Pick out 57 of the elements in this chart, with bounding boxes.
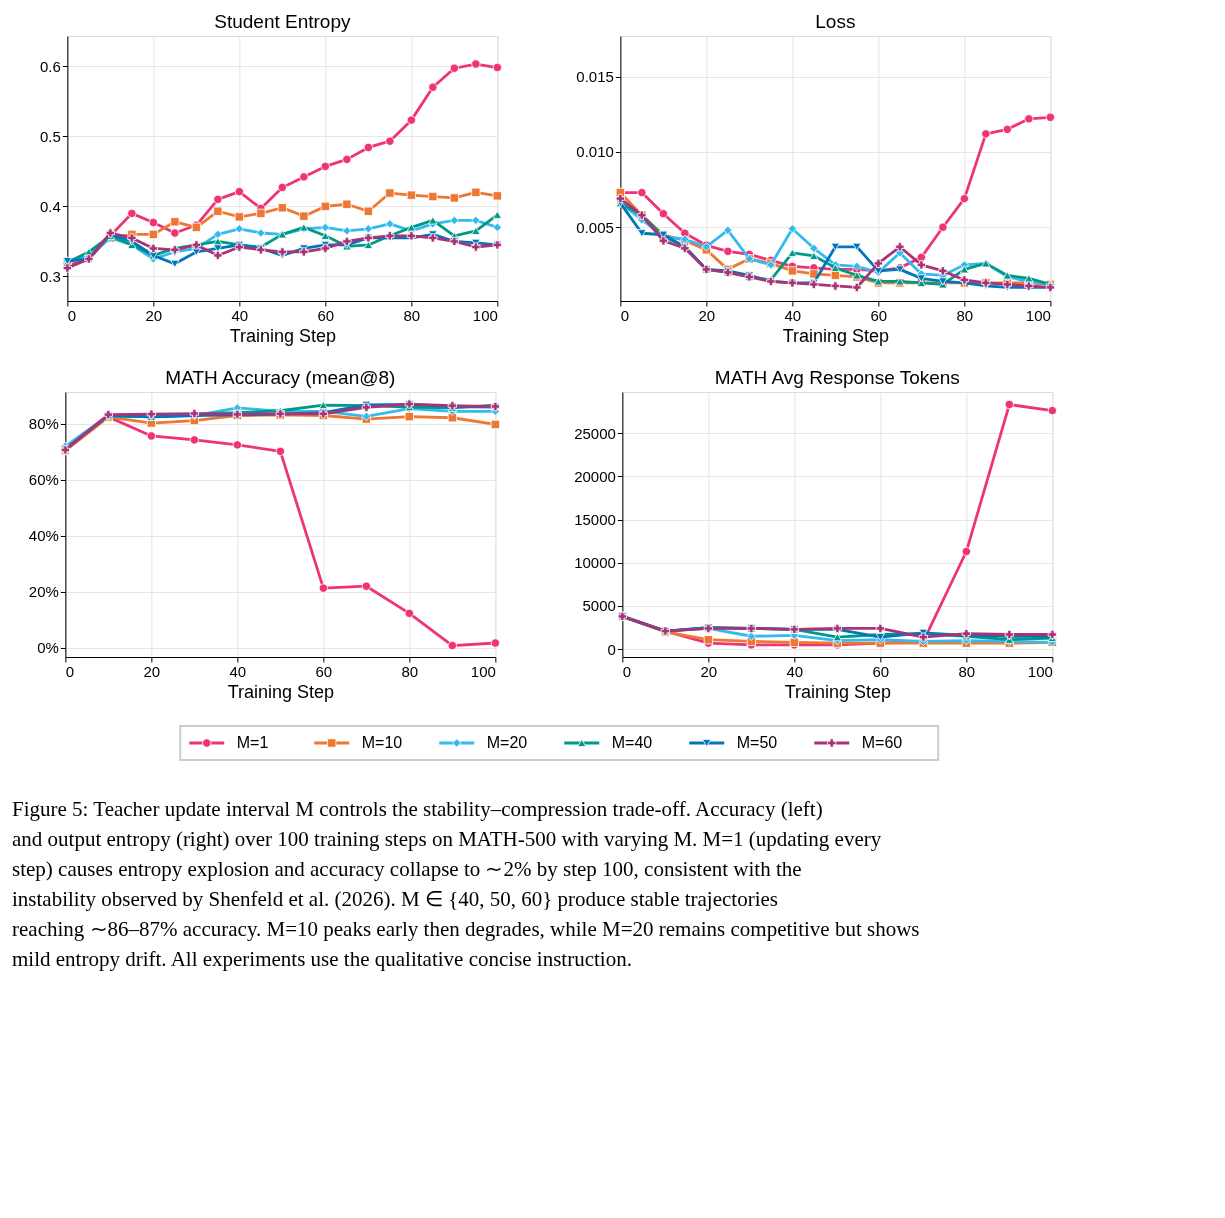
y-tick-label: 5000 [582, 597, 616, 615]
x-tick-label: 0 [620, 306, 630, 324]
y-tick-label: 40% [28, 527, 59, 545]
x-tick-label: 0 [65, 662, 75, 680]
y-tick-label: 0.005 [576, 218, 614, 236]
chart-title: MATH Accuracy (mean@8) [165, 367, 396, 388]
y-tick-label: 60% [28, 471, 59, 489]
x-axis-title: Training Step [784, 681, 892, 702]
x-tick-label: 60 [870, 306, 888, 324]
y-tick-label: 80% [28, 415, 59, 433]
caption: Figure 5: Teacher update interval M controls the stability–compression trade-off. Accuracy (left) and output entropy (right) over 100 training steps on MATH-500 with varying M. M=1 (updating every step) causes entropy explosion and accuracy collapse to ∼2% by step 100, consistent with the instability observed by Shenfeld et al. (2026). M ∈ {40, 50, 60} produce stable trajectories reaching ∼86–87% accuracy. M=10 peaks early then degrades, while M=20 remains competitive but shows mild entropy drift. All experiments use the qualitative concise instruction. [12, 797, 920, 971]
x-tick-label: 20 [698, 306, 716, 324]
x-tick-label: 60 [317, 306, 335, 324]
x-axis-title: Training Step [229, 325, 337, 346]
x-tick-label: 40 [786, 662, 804, 680]
x-tick-label: 20 [143, 662, 161, 680]
y-tick-label: 15000 [574, 511, 616, 529]
x-tick-label: 80 [401, 662, 419, 680]
x-axis-title: Training Step [227, 681, 335, 702]
x-tick-label: 40 [229, 662, 247, 680]
chart-title: Loss [815, 11, 856, 32]
y-tick-label: 0.6 [40, 57, 61, 75]
legend-label: M=10 [361, 734, 403, 751]
y-tick-label: 0.5 [40, 127, 61, 145]
legend-label: M=20 [486, 734, 528, 751]
legend-label: M=60 [861, 734, 903, 751]
x-tick-label: 40 [784, 306, 802, 324]
x-tick-label: 0 [622, 662, 632, 680]
y-tick-label: 0 [607, 640, 616, 658]
x-tick-label: 80 [958, 662, 976, 680]
x-tick-label: 100 [1027, 662, 1053, 680]
x-tick-label: 80 [403, 306, 421, 324]
x-tick-label: 0 [67, 306, 77, 324]
legend-label: M=40 [611, 734, 653, 751]
y-tick-label: 0.010 [576, 143, 614, 161]
y-tick-label: 20000 [574, 467, 616, 485]
x-tick-label: 100 [1025, 306, 1051, 324]
legend-label: M=50 [736, 734, 778, 751]
x-tick-label: 60 [872, 662, 890, 680]
x-tick-label: 40 [231, 306, 249, 324]
y-tick-label: 10000 [574, 554, 616, 572]
chart-title: Student Entropy [214, 11, 351, 32]
y-tick-label: 25000 [574, 424, 616, 442]
legend-label: M=1 [236, 734, 269, 751]
y-tick-label: 0% [37, 639, 59, 657]
x-axis-title: Training Step [782, 325, 890, 346]
x-tick-label: 100 [472, 306, 498, 324]
y-tick-label: 0.3 [40, 267, 61, 285]
y-tick-label: 20% [28, 583, 59, 601]
chart-title: MATH Avg Response Tokens [714, 367, 960, 388]
x-tick-label: 60 [315, 662, 333, 680]
y-tick-label: 0.4 [40, 197, 61, 215]
x-tick-label: 80 [956, 306, 974, 324]
y-tick-label: 0.015 [576, 68, 614, 86]
x-tick-label: 20 [700, 662, 718, 680]
x-tick-label: 20 [145, 306, 163, 324]
x-tick-label: 100 [470, 662, 496, 680]
